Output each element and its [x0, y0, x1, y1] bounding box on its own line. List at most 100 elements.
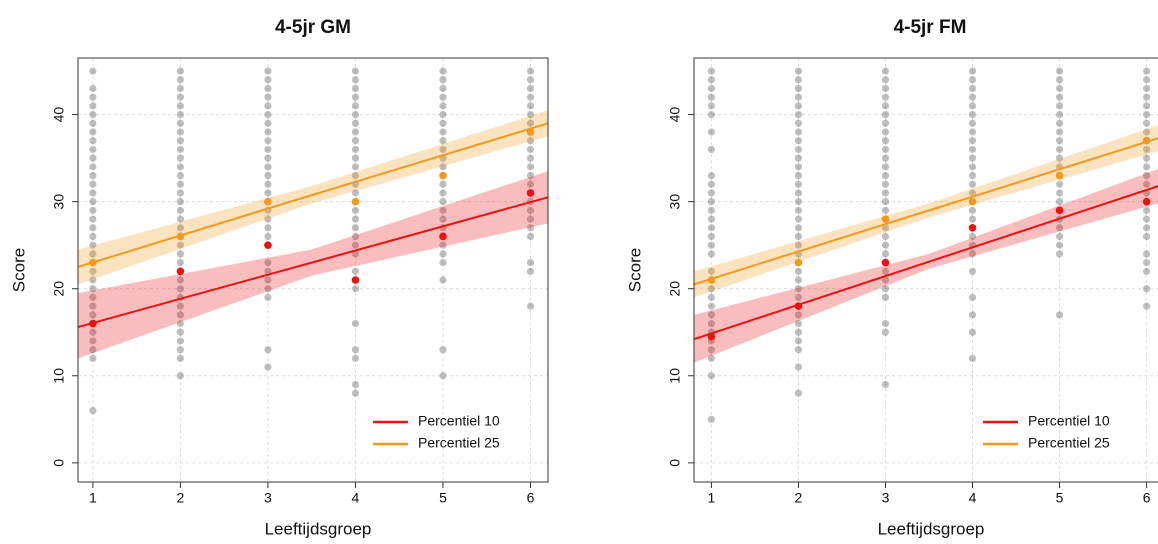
score-point	[1055, 128, 1064, 136]
confidence-band	[694, 169, 1158, 363]
score-point	[881, 198, 890, 206]
score-point	[881, 180, 890, 188]
score-point	[968, 110, 977, 119]
score-point	[351, 93, 360, 101]
score-point	[794, 171, 803, 180]
percentile-point	[176, 267, 185, 276]
score-point	[1142, 145, 1151, 154]
score-point	[526, 180, 535, 188]
score-point	[526, 102, 535, 110]
score-point	[89, 102, 97, 110]
score-point	[351, 163, 360, 171]
score-point	[1142, 154, 1151, 162]
score-point	[1142, 128, 1151, 136]
score-point	[176, 346, 185, 354]
score-point	[89, 145, 97, 154]
score-point	[351, 285, 360, 293]
score-point	[176, 180, 185, 188]
score-point	[176, 215, 185, 223]
score-point	[264, 171, 272, 180]
score-point	[176, 224, 185, 232]
score-point	[176, 302, 185, 310]
score-point	[881, 67, 890, 75]
score-point	[176, 189, 185, 197]
score-point	[881, 293, 890, 302]
score-point	[968, 206, 977, 214]
score-point	[707, 110, 716, 119]
score-point	[351, 145, 360, 154]
score-point	[351, 171, 360, 180]
score-point	[351, 119, 360, 127]
score-point	[176, 241, 185, 249]
score-point	[89, 137, 97, 145]
score-point	[968, 250, 977, 258]
score-point	[1142, 232, 1151, 241]
score-point	[1142, 267, 1151, 275]
score-point	[1142, 302, 1151, 310]
chart: 4-5jr GM Leeftijdsgroep Score 0 10 20 30 40 1 2 3 4…	[9, 17, 549, 538]
score-point	[1142, 250, 1151, 258]
score-point	[351, 206, 360, 214]
score-point	[794, 224, 803, 232]
score-point	[89, 171, 97, 180]
score-point	[1055, 145, 1064, 154]
score-point	[351, 102, 360, 110]
score-point	[794, 285, 803, 293]
score-point	[264, 180, 272, 188]
score-point	[176, 110, 185, 119]
score-point	[89, 128, 97, 136]
score-point	[794, 76, 803, 84]
score-point	[351, 389, 360, 397]
score-point	[439, 189, 447, 197]
score-point	[968, 128, 977, 136]
score-point	[264, 128, 272, 136]
score-point	[89, 163, 97, 171]
score-point	[439, 198, 447, 206]
score-point	[968, 180, 977, 188]
score-point	[881, 110, 890, 119]
score-point	[1055, 250, 1064, 258]
y-tick-label: 40	[51, 107, 67, 123]
score-point	[89, 267, 97, 275]
score-point	[707, 319, 716, 328]
y-tick-label: 40	[667, 107, 683, 123]
score-point	[89, 206, 97, 214]
score-point	[968, 354, 977, 362]
score-point	[707, 232, 716, 241]
score-point	[881, 328, 890, 336]
score-point	[707, 293, 716, 302]
score-point	[794, 276, 803, 284]
score-point	[176, 328, 185, 336]
score-point	[1055, 154, 1064, 162]
score-point	[1142, 224, 1151, 232]
score-point	[1142, 84, 1151, 93]
score-point	[707, 67, 716, 75]
score-point	[89, 84, 97, 93]
score-point	[176, 145, 185, 154]
score-point	[707, 267, 716, 275]
percentile-point	[526, 128, 535, 136]
score-point	[526, 119, 535, 127]
score-point	[526, 258, 535, 267]
score-point	[89, 337, 97, 345]
score-point	[1142, 206, 1151, 214]
score-point	[881, 76, 890, 84]
y-tick-label: 0	[667, 459, 683, 467]
score-point	[881, 319, 890, 328]
score-point	[707, 93, 716, 101]
score-point	[351, 215, 360, 223]
score-point	[1055, 119, 1064, 127]
score-point	[176, 128, 185, 136]
score-point	[968, 189, 977, 197]
score-point	[526, 137, 535, 145]
score-point	[1142, 93, 1151, 101]
x-axis-label: Leeftijdsgroep	[878, 519, 985, 538]
score-point	[794, 389, 803, 397]
score-point	[1055, 76, 1064, 84]
score-point	[176, 119, 185, 127]
score-point	[526, 224, 535, 232]
score-point	[794, 84, 803, 93]
legend-label: Percentiel 10	[418, 413, 500, 429]
score-point	[707, 285, 716, 293]
score-point	[968, 311, 977, 319]
